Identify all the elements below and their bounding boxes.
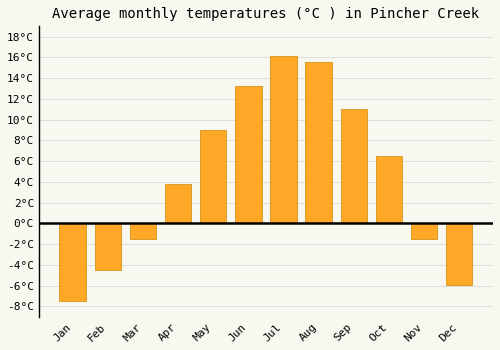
- Bar: [340, 109, 367, 223]
- Bar: [306, 62, 332, 223]
- Bar: [446, 223, 472, 285]
- Bar: [200, 130, 226, 223]
- Bar: [130, 223, 156, 239]
- Bar: [60, 223, 86, 301]
- Bar: [235, 86, 262, 223]
- Bar: [165, 184, 191, 223]
- Title: Average monthly temperatures (°C ) in Pincher Creek: Average monthly temperatures (°C ) in Pi…: [52, 7, 480, 21]
- Bar: [376, 156, 402, 223]
- Bar: [270, 56, 296, 223]
- Bar: [94, 223, 121, 270]
- Bar: [411, 223, 438, 239]
